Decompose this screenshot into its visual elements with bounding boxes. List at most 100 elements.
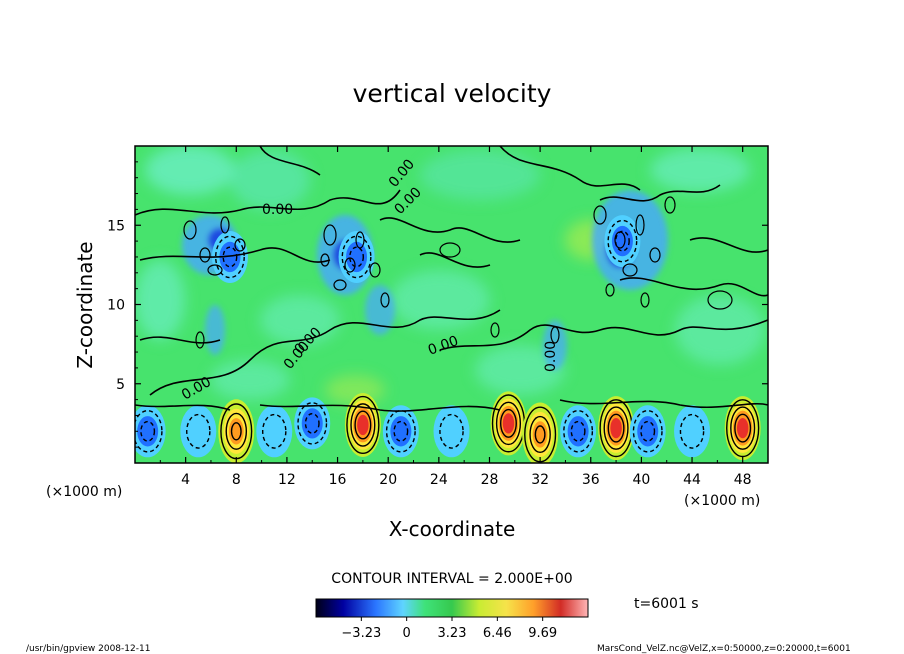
cell-contour [640,420,656,442]
y-tick-label: 10 [107,298,125,314]
y-axis: 5 10 15 [107,161,768,448]
cell-level [137,416,159,447]
updraft-cell [490,391,527,456]
downdraft-cell [180,405,217,458]
updraft-cell [522,402,559,463]
cell-contour [350,403,376,447]
cell-contour [734,413,752,443]
cell-contour [632,410,663,453]
x-axis-label: X-coordinate [389,517,516,541]
cell-contour [570,420,586,442]
convective-cells [135,215,761,463]
cell-contour [679,413,705,449]
contour-clusters [183,196,733,349]
downdraft-cell [560,405,597,458]
cell-level [390,416,412,447]
colorbar-ticks: −3.23 0 3.23 6.46 9.69 [341,617,557,641]
cell-level [256,405,293,458]
cell-contour [607,413,625,443]
cell-contour [140,420,156,442]
contour-lines [135,146,768,412]
cell-contour [614,230,630,252]
x-tick-label: 40 [632,472,650,488]
x-tick-label: 48 [734,472,752,488]
y-axis-label: Z-coordinate [73,241,97,368]
colorbar-tick-label: 6.46 [483,626,512,641]
updraft-cell [598,396,635,461]
contour-interval: CONTOUR INTERVAL = 2.000E+00 [331,571,572,587]
cell-level [637,416,659,447]
x-tick-label: 36 [582,472,600,488]
cell-contour [603,406,629,450]
cell-contour [222,246,238,268]
cell-contour [297,402,328,445]
x-tick-label: 16 [329,472,347,488]
downdraft-cell [256,405,293,458]
y-tick-label: 5 [116,377,125,393]
colorbar-tick-label: 9.69 [528,626,557,641]
cell-contour [385,410,416,453]
cell-level [567,416,589,447]
cell-level [674,405,711,458]
cell-contour [529,415,551,454]
cell-contour [261,413,287,449]
cell-contour [439,413,464,449]
cell-level [357,414,369,436]
x-tick-label: 44 [683,472,701,488]
cell-contour [354,410,372,440]
cell-level [502,413,515,434]
cell-contour [499,408,517,438]
updraft-cell [344,392,381,457]
updraft-cell [724,396,761,461]
colorbar-tick-label: 3.23 [438,626,467,641]
footer-right: MarsCond_VelZ.nc@VelZ,x=0:50000,z=0:2000… [597,644,851,654]
downdraft-cell [604,215,641,268]
contour-label: 0.00 [262,202,293,218]
cell-contour [346,395,380,455]
cell-level [219,241,241,273]
x-tick-label: 24 [430,472,448,488]
time-label: t=6001 s [634,596,699,612]
cell-level [736,417,749,439]
downdraft-cell [629,405,666,458]
cell-contour [534,425,546,444]
x-tick-label: 4 [181,472,190,488]
cell-contour [230,422,242,441]
cell-contour [225,412,248,450]
footer-left: /usr/bin/gpview 2008-12-11 [26,644,150,654]
updraft-cell [218,399,255,463]
cell-contour [726,399,760,458]
cell-contour [730,406,756,450]
downdraft-cell [674,405,711,458]
colorbar-tick-label: −3.23 [341,626,381,641]
chart-title: vertical velocity [353,79,552,108]
contour-label: 0.00 [543,341,559,372]
x-axis: 4 8 12 16 20 24 28 32 36 40 44 48 [159,146,752,488]
x-tick-label: 32 [531,472,549,488]
x-tick-label: 20 [379,472,397,488]
downdraft-cell [433,405,470,458]
cell-level [433,405,470,458]
cell-level [180,405,217,458]
colorbar [315,598,589,618]
x-unit-left: (×1000 m) [46,484,122,500]
downdraft-cell [338,230,375,283]
x-tick-label: 12 [278,472,296,488]
colorbar-tick-label: 0 [403,626,411,641]
cell-contour [135,410,163,453]
downdraft-cell [382,405,419,458]
cell-contour [495,401,522,446]
cell-level [346,241,368,273]
x-unit-right: (×1000 m) [684,493,760,509]
cell-contour [563,410,594,453]
y-tick-label: 15 [107,218,125,234]
plot-field: 0.00 0.00 0.00 0.00 0.00 0.00 0.00 0.00 [135,146,768,463]
downdraft-cell [294,397,331,450]
cell-contour [607,219,638,263]
cell-contour [341,235,372,279]
cell-contour [393,420,409,442]
downdraft-cell [211,230,248,283]
cell-contour [186,413,211,449]
downdraft-cell [135,405,166,458]
x-tick-label: 28 [481,472,499,488]
